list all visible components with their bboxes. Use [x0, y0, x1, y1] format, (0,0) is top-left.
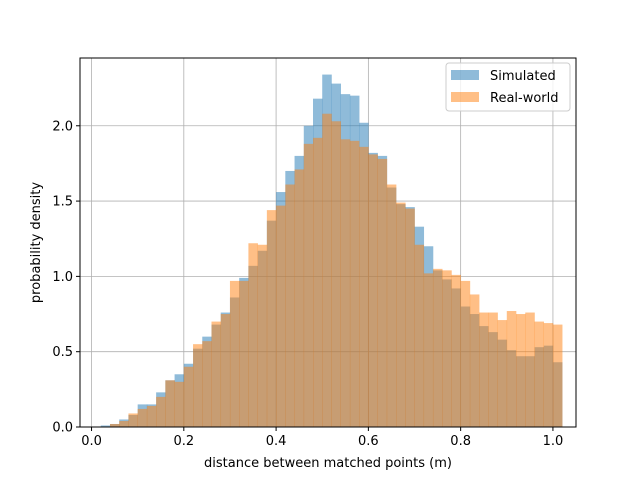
histogram-bar	[313, 137, 323, 427]
x-tick-label: 0.8	[450, 434, 471, 449]
y-axis-label: probability density	[29, 182, 44, 303]
histogram-bar	[442, 270, 452, 427]
bars	[100, 74, 563, 428]
histogram-bar	[248, 243, 258, 427]
histogram-bar	[552, 324, 563, 427]
histogram-bar	[257, 244, 268, 427]
histogram-bar	[322, 113, 332, 427]
x-tick-label: 0.4	[266, 434, 287, 449]
histogram-bar	[183, 366, 194, 427]
legend-label-real-world: Real-world	[490, 91, 559, 106]
histogram-bar	[488, 312, 498, 427]
histogram-bar	[156, 396, 166, 427]
y-tick-label: 1.5	[52, 195, 73, 210]
histogram-bar	[100, 425, 111, 427]
histogram-bar	[174, 381, 185, 427]
x-tick-label: 1.0	[543, 434, 564, 449]
histogram-bar	[396, 202, 406, 427]
histogram-bar	[497, 320, 508, 427]
legend-swatch-simulated	[451, 70, 479, 80]
histogram-bar	[543, 323, 554, 427]
histogram-bar	[386, 184, 397, 427]
x-tick-label: 0.6	[358, 434, 379, 449]
histogram-bar	[331, 121, 341, 427]
histogram-bar	[432, 268, 443, 427]
histogram-bar	[119, 420, 129, 427]
histogram-bar	[239, 280, 249, 427]
y-tick-label: 0.0	[52, 421, 73, 436]
histogram-bar	[202, 341, 212, 427]
histogram-bar	[137, 408, 148, 427]
x-axis-label: distance between matched points (m)	[204, 456, 452, 471]
histogram-bar	[165, 380, 175, 427]
histogram-bar	[109, 423, 120, 427]
histogram-bar	[266, 210, 277, 427]
series-real-world	[109, 113, 563, 428]
histogram-bar	[423, 273, 434, 427]
histogram-bar	[128, 413, 138, 427]
histogram-bar	[377, 158, 388, 427]
histogram-bar	[414, 244, 425, 427]
histogram-bar	[294, 169, 305, 427]
axis-ticks: 0.0 0.2 0.4 0.6 0.8 1.0 0.0 0.5 1.0 1.5 2.0	[52, 119, 563, 449]
histogram-bar	[359, 146, 369, 428]
legend-label-simulated: Simulated	[490, 69, 556, 84]
histogram-bar	[285, 184, 295, 427]
x-tick-label: 0.0	[81, 434, 102, 449]
histogram-bar	[469, 294, 480, 427]
histogram-bar	[349, 140, 360, 427]
plot-frame	[79, 57, 577, 428]
y-tick-label: 2.0	[52, 119, 73, 134]
histogram-bar	[516, 314, 526, 427]
histogram-bar	[220, 314, 231, 427]
histogram-bar	[506, 311, 517, 427]
legend: Simulated Real-world	[445, 62, 571, 112]
y-tick-label: 1.0	[52, 270, 73, 285]
histogram-bar	[229, 280, 240, 427]
histogram-bar	[451, 274, 461, 427]
histogram-bar	[460, 280, 471, 427]
histogram-bar	[193, 344, 203, 427]
histogram-bar	[340, 139, 351, 427]
histogram-bar	[276, 205, 286, 427]
legend-swatch-real-world	[451, 92, 479, 102]
x-tick-label: 0.2	[173, 434, 194, 449]
histogram-bar	[303, 143, 314, 427]
histogram-bar	[368, 154, 378, 427]
histogram-bar	[479, 312, 489, 427]
histogram-bar	[146, 405, 157, 427]
histogram-bar	[534, 321, 545, 427]
y-tick-label: 0.5	[52, 345, 73, 360]
histogram-bar	[211, 321, 222, 427]
histogram-bar	[525, 312, 535, 427]
histogram-bar	[405, 208, 415, 427]
